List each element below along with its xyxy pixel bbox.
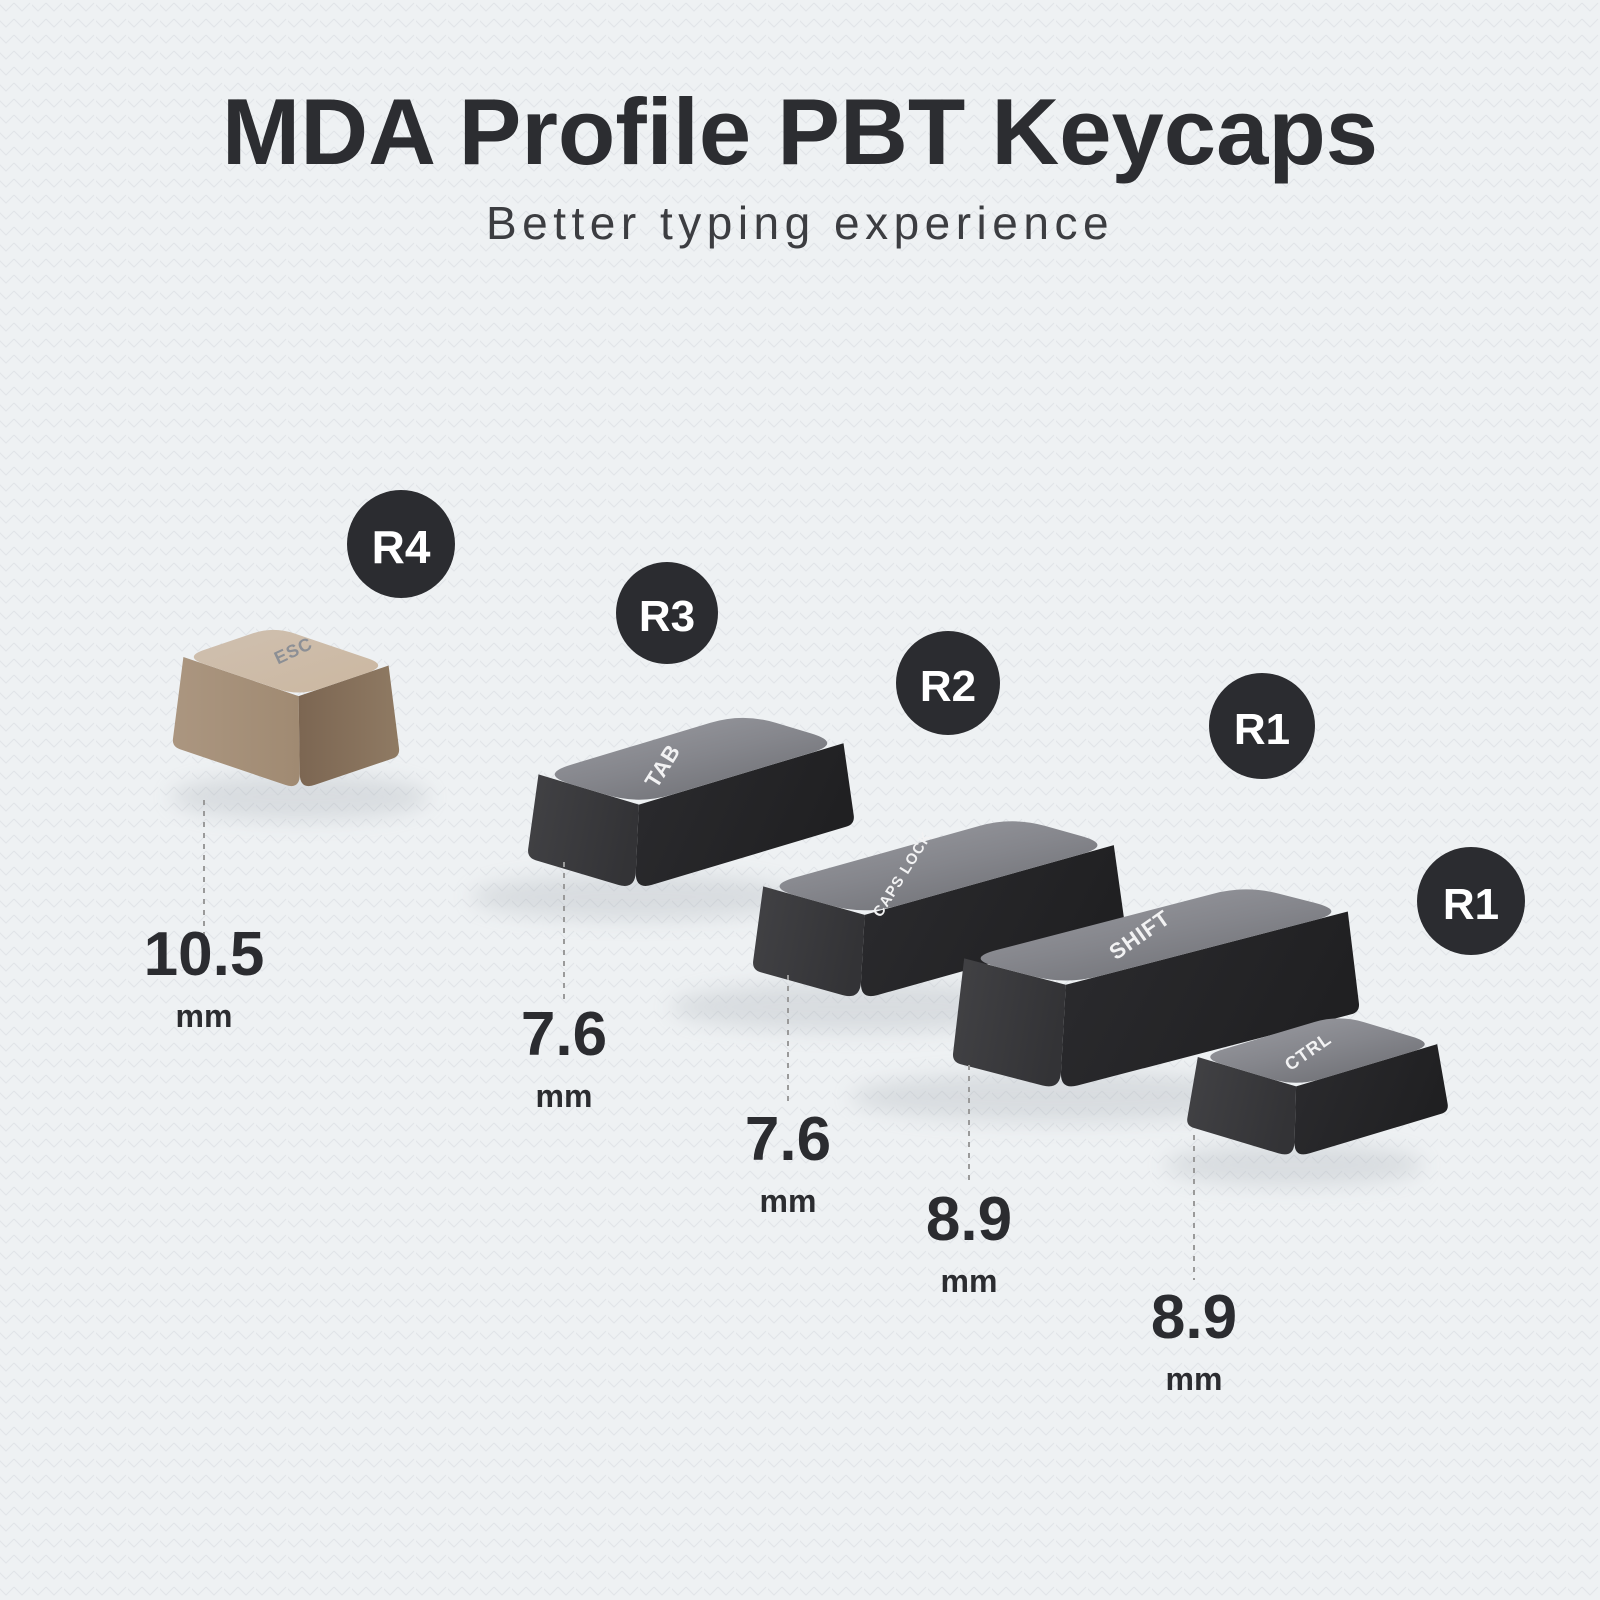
svg-text:mm: mm — [941, 1263, 998, 1299]
svg-text:mm: mm — [760, 1183, 817, 1219]
svg-text:mm: mm — [176, 998, 233, 1034]
svg-text:mm: mm — [1166, 1361, 1223, 1397]
svg-text:mm: mm — [536, 1078, 593, 1114]
svg-text:7.6: 7.6 — [745, 1105, 831, 1174]
svg-text:8.9: 8.9 — [926, 1185, 1012, 1254]
svg-text:R2: R2 — [920, 662, 976, 711]
svg-text:R3: R3 — [639, 592, 695, 641]
svg-text:R4: R4 — [372, 521, 431, 573]
svg-text:R1: R1 — [1443, 880, 1499, 929]
svg-text:10.5: 10.5 — [144, 920, 265, 989]
svg-text:8.9: 8.9 — [1151, 1283, 1237, 1352]
svg-text:R1: R1 — [1234, 705, 1290, 754]
svg-text:7.6: 7.6 — [521, 1000, 607, 1069]
